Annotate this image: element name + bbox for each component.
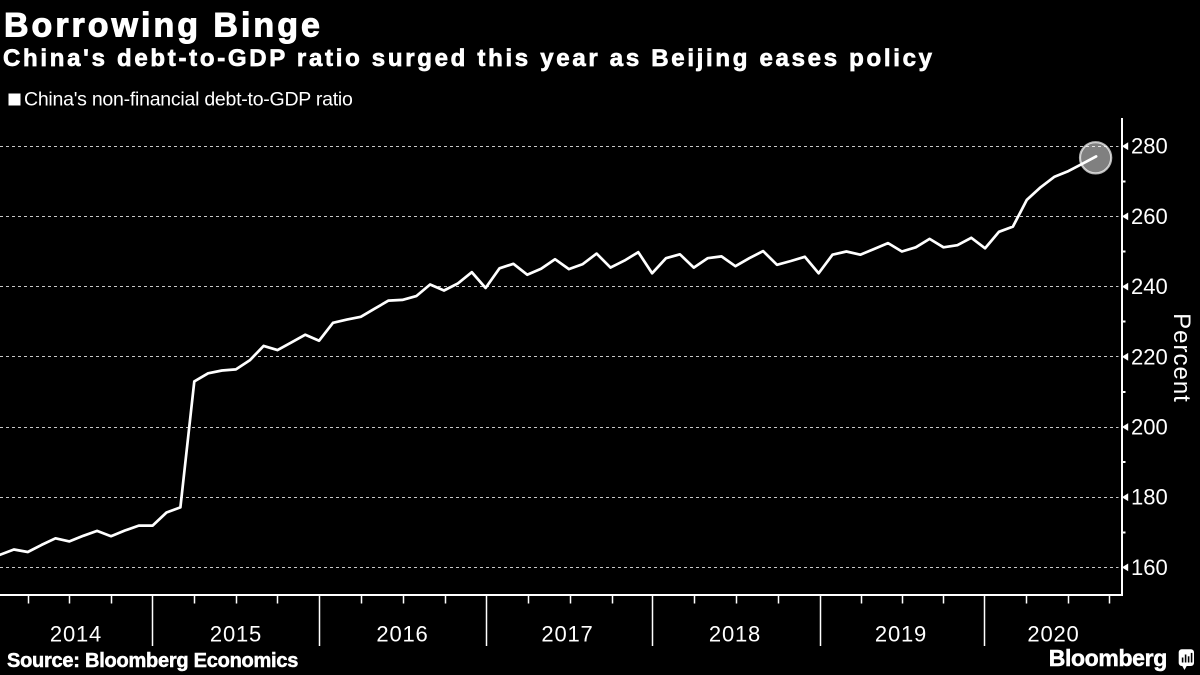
svg-text:260: 260: [1131, 204, 1168, 229]
svg-text:China's non-financial debt-to-: China's non-financial debt-to-GDP ratio: [24, 89, 353, 111]
svg-text:2018: 2018: [709, 622, 761, 647]
svg-text:Source: Bloomberg Economics: Source: Bloomberg Economics: [7, 650, 298, 672]
svg-text:2019: 2019: [875, 622, 927, 647]
svg-text:280: 280: [1131, 134, 1168, 159]
svg-text:Borrowing Binge: Borrowing Binge: [4, 7, 323, 45]
svg-text:Bloomberg: Bloomberg: [1049, 645, 1167, 671]
svg-text:China's debt-to-GDP ratio surg: China's debt-to-GDP ratio surged this ye…: [3, 45, 935, 72]
svg-text:240: 240: [1131, 274, 1168, 299]
svg-text:160: 160: [1131, 555, 1168, 580]
svg-text:2015: 2015: [210, 622, 262, 647]
svg-text:200: 200: [1131, 415, 1168, 440]
svg-text:180: 180: [1131, 485, 1168, 510]
svg-text:2014: 2014: [50, 622, 102, 647]
svg-text:2017: 2017: [541, 622, 593, 647]
svg-text:2020: 2020: [1027, 622, 1079, 647]
svg-text:220: 220: [1131, 344, 1168, 369]
svg-text:Percent: Percent: [1168, 313, 1195, 403]
svg-text:2016: 2016: [376, 622, 428, 647]
